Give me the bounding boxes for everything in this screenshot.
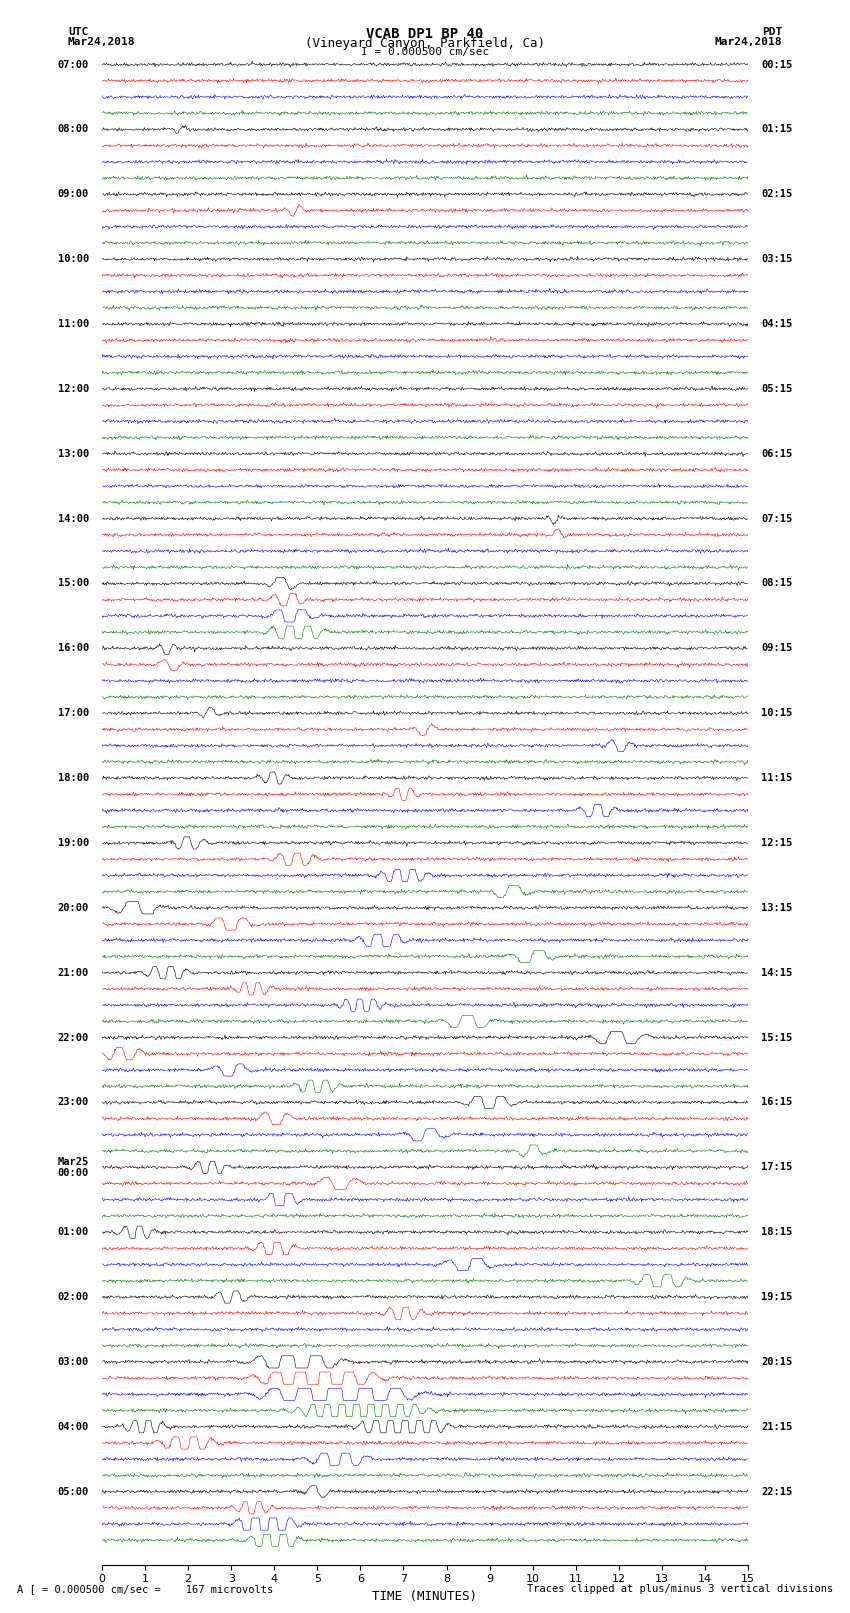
Text: Mar25
00:00: Mar25 00:00: [58, 1157, 89, 1177]
Text: 15:15: 15:15: [761, 1032, 792, 1042]
Text: 12:15: 12:15: [761, 839, 792, 848]
Text: 21:15: 21:15: [761, 1421, 792, 1432]
Text: 07:15: 07:15: [761, 513, 792, 524]
Text: 10:15: 10:15: [761, 708, 792, 718]
Text: 03:00: 03:00: [58, 1357, 89, 1366]
Text: VCAB DP1 BP 40: VCAB DP1 BP 40: [366, 27, 484, 42]
Text: 20:15: 20:15: [761, 1357, 792, 1366]
Text: 17:00: 17:00: [58, 708, 89, 718]
Text: 01:00: 01:00: [58, 1227, 89, 1237]
Text: 08:15: 08:15: [761, 579, 792, 589]
Text: 19:00: 19:00: [58, 839, 89, 848]
Text: 07:00: 07:00: [58, 60, 89, 69]
Text: 09:15: 09:15: [761, 644, 792, 653]
Text: 00:15: 00:15: [761, 60, 792, 69]
Text: 22:15: 22:15: [761, 1487, 792, 1497]
Text: 05:00: 05:00: [58, 1487, 89, 1497]
Text: 02:15: 02:15: [761, 189, 792, 200]
Text: (Vineyard Canyon, Parkfield, Ca): (Vineyard Canyon, Parkfield, Ca): [305, 37, 545, 50]
Text: 04:00: 04:00: [58, 1421, 89, 1432]
Text: 01:15: 01:15: [761, 124, 792, 134]
Text: Mar24,2018: Mar24,2018: [68, 37, 135, 47]
Text: A [ = 0.000500 cm/sec =    167 microvolts: A [ = 0.000500 cm/sec = 167 microvolts: [17, 1584, 273, 1594]
Text: 09:00: 09:00: [58, 189, 89, 200]
Text: 20:00: 20:00: [58, 903, 89, 913]
Text: Traces clipped at plus/minus 3 vertical divisions: Traces clipped at plus/minus 3 vertical …: [527, 1584, 833, 1594]
Text: 15:00: 15:00: [58, 579, 89, 589]
Text: 08:00: 08:00: [58, 124, 89, 134]
Text: 03:15: 03:15: [761, 255, 792, 265]
Text: PDT: PDT: [762, 27, 782, 37]
Text: 13:00: 13:00: [58, 448, 89, 458]
Text: 23:00: 23:00: [58, 1097, 89, 1108]
Text: Mar24,2018: Mar24,2018: [715, 37, 782, 47]
Text: 18:00: 18:00: [58, 773, 89, 782]
Text: 14:15: 14:15: [761, 968, 792, 977]
Text: 10:00: 10:00: [58, 255, 89, 265]
Text: 18:15: 18:15: [761, 1227, 792, 1237]
X-axis label: TIME (MINUTES): TIME (MINUTES): [372, 1590, 478, 1603]
Text: 17:15: 17:15: [761, 1163, 792, 1173]
Text: 14:00: 14:00: [58, 513, 89, 524]
Text: 11:15: 11:15: [761, 773, 792, 782]
Text: 21:00: 21:00: [58, 968, 89, 977]
Text: 05:15: 05:15: [761, 384, 792, 394]
Text: 02:00: 02:00: [58, 1292, 89, 1302]
Text: 12:00: 12:00: [58, 384, 89, 394]
Text: 04:15: 04:15: [761, 319, 792, 329]
Text: I = 0.000500 cm/sec: I = 0.000500 cm/sec: [361, 47, 489, 56]
Text: 13:15: 13:15: [761, 903, 792, 913]
Text: 06:15: 06:15: [761, 448, 792, 458]
Text: 22:00: 22:00: [58, 1032, 89, 1042]
Text: 16:15: 16:15: [761, 1097, 792, 1108]
Text: 19:15: 19:15: [761, 1292, 792, 1302]
Text: 16:00: 16:00: [58, 644, 89, 653]
Text: UTC: UTC: [68, 27, 88, 37]
Text: 11:00: 11:00: [58, 319, 89, 329]
